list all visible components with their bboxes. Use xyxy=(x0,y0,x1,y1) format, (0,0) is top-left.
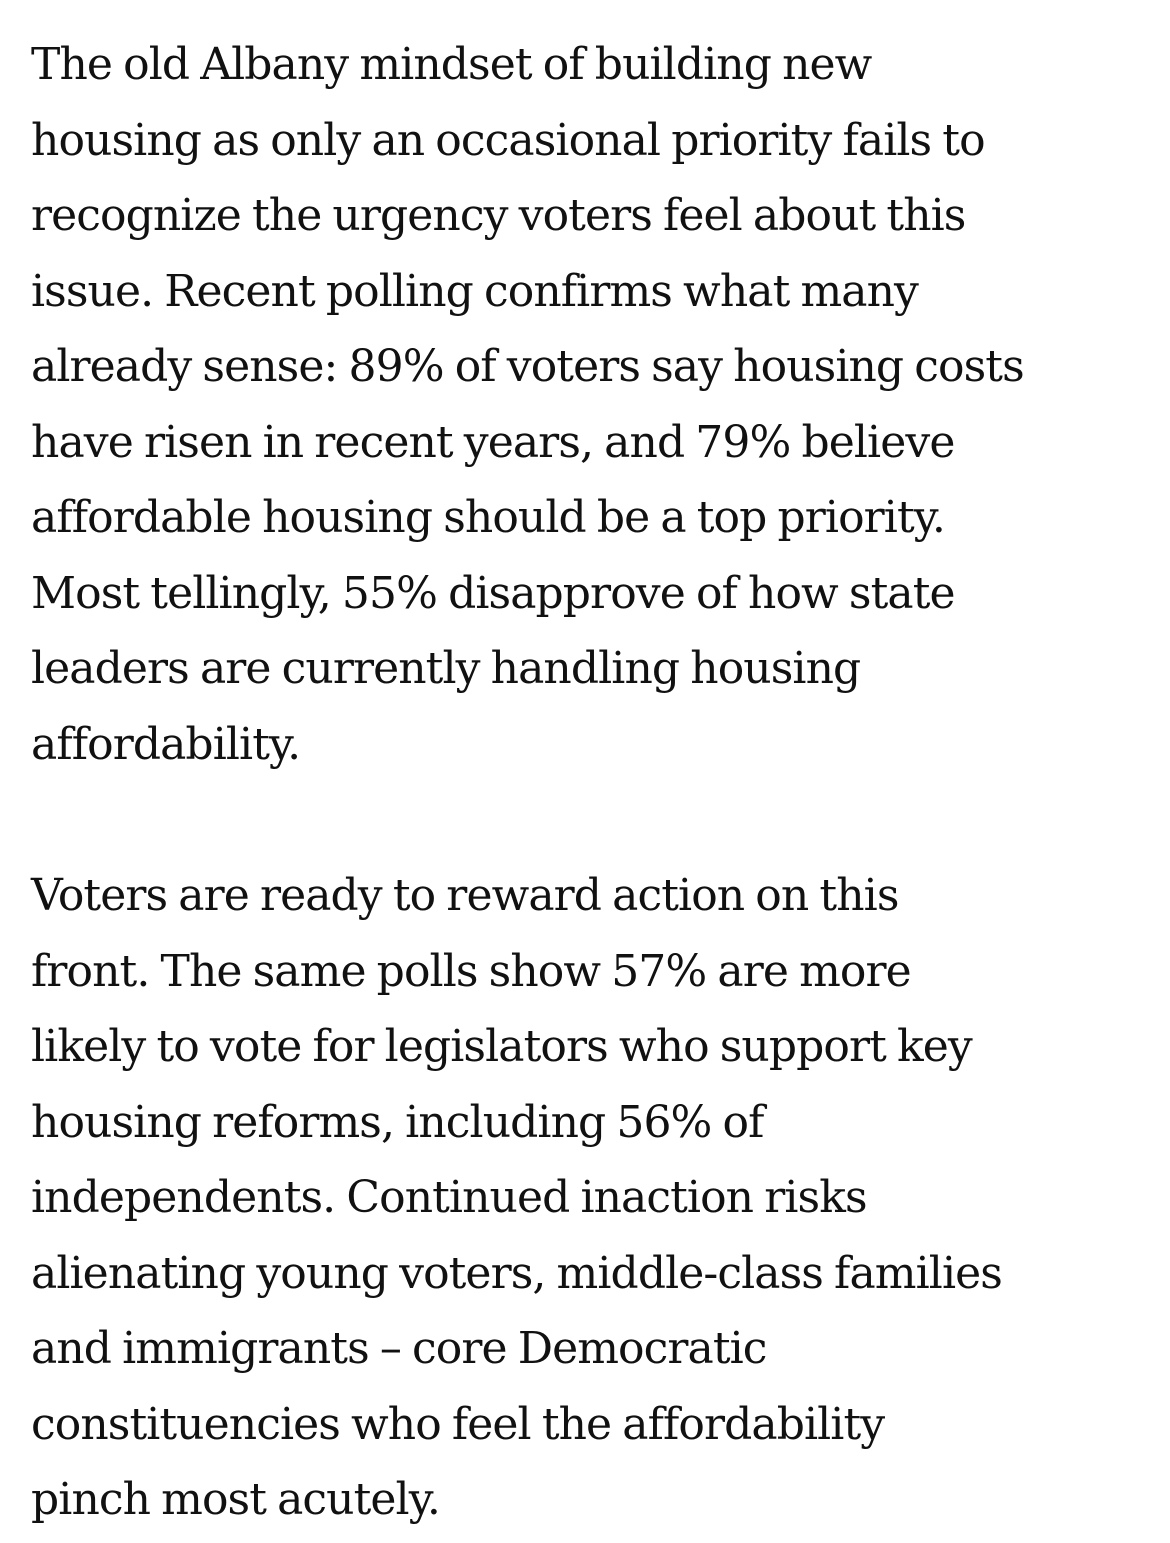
paragraph-line: housing as only an occasional priority f… xyxy=(31,114,986,166)
paragraph-line: leaders are currently handling housing xyxy=(31,643,861,694)
paragraph-line: issue. Recent polling confirms what many xyxy=(31,265,919,317)
paragraph-line: likely to vote for legislators who suppo… xyxy=(31,1021,973,1072)
paragraph-line: and immigrants – core Democratic xyxy=(31,1323,767,1374)
article-body: The old Albany mindset of building new h… xyxy=(31,27,1151,1538)
paragraph-line: alienating young voters, middle-class fa… xyxy=(31,1247,1003,1299)
paragraph-line: recognize the urgency voters feel about … xyxy=(31,190,966,241)
paragraph-line: have risen in recent years, and 79% beli… xyxy=(31,416,955,468)
paragraph-line: The old Albany mindset of building new xyxy=(31,39,872,90)
paragraph-line: Most tellingly, 55% disapprove of how st… xyxy=(31,567,956,619)
paragraph-line: front. The same polls show 57% are more xyxy=(31,945,912,997)
paragraph-2: Voters are ready to reward action on thi… xyxy=(31,858,1151,1538)
paragraph-line: independents. Continued inaction risks xyxy=(31,1172,868,1223)
paragraph-spacer xyxy=(31,782,1151,858)
paragraph-line: already sense: 89% of voters say housing… xyxy=(31,341,1025,392)
paragraph-line: housing reforms, including 56% of xyxy=(31,1096,764,1148)
paragraph-line: affordability. xyxy=(31,718,301,770)
paragraph-line: pinch most acutely. xyxy=(31,1474,441,1525)
paragraph-line: constituencies who feel the affordabilit… xyxy=(31,1398,885,1450)
paragraph-line: Voters are ready to reward action on thi… xyxy=(31,870,899,921)
paragraph-line: affordable housing should be a top prior… xyxy=(31,492,946,543)
paragraph-1: The old Albany mindset of building new h… xyxy=(31,27,1151,782)
